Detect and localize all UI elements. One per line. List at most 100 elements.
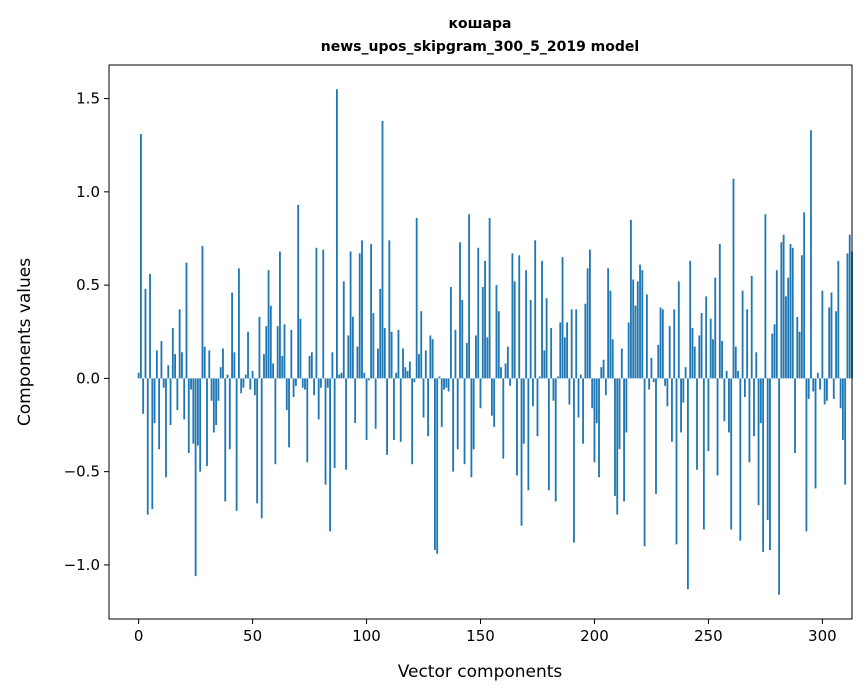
x-tick-label: 200 (580, 627, 609, 645)
bar (176, 378, 179, 411)
bar (461, 300, 464, 379)
bar (171, 328, 174, 379)
bar (527, 378, 530, 491)
chart-subtitle: news_upos_skipgram_300_5_2019 model (321, 39, 639, 55)
bar (288, 378, 290, 448)
bar (520, 378, 523, 526)
bar (263, 354, 265, 379)
bar (497, 311, 500, 379)
bar (566, 322, 569, 379)
bar (249, 378, 252, 390)
bar (481, 286, 484, 379)
y-tick-label: 1.5 (76, 90, 100, 108)
bar (292, 378, 295, 398)
bar (203, 346, 206, 379)
bar (338, 374, 341, 379)
bar (493, 378, 496, 427)
bar (532, 378, 534, 407)
bar (789, 244, 792, 379)
bar (604, 378, 607, 396)
bar (639, 264, 641, 379)
bar (575, 309, 578, 379)
bar (607, 268, 610, 379)
bar (659, 307, 662, 379)
x-tick-label: 0 (134, 627, 144, 645)
bar (787, 277, 790, 379)
bar (315, 247, 318, 379)
bar (167, 365, 170, 379)
bar (798, 331, 801, 379)
bar (502, 378, 505, 459)
bar (534, 240, 537, 379)
bar (452, 378, 455, 472)
bar (484, 260, 486, 379)
bar (716, 378, 719, 476)
bar (402, 348, 404, 379)
bar (623, 378, 625, 502)
bar (762, 378, 765, 552)
bar (516, 378, 518, 476)
bar (306, 378, 309, 463)
bar (650, 357, 653, 379)
bar (208, 350, 211, 379)
bar (559, 322, 562, 379)
bar (151, 378, 154, 509)
bar (137, 372, 140, 379)
bar (379, 288, 382, 379)
bar (602, 359, 605, 379)
bar (823, 378, 826, 405)
bar (445, 378, 448, 388)
bar (477, 247, 480, 379)
bar (349, 251, 352, 379)
bar (242, 378, 245, 388)
bar (828, 307, 831, 379)
y-tick-label: 0.5 (76, 276, 100, 294)
bar (561, 257, 564, 379)
bar (518, 255, 521, 379)
bar (714, 277, 717, 379)
bar (741, 290, 744, 379)
bar (165, 378, 167, 478)
bar (500, 367, 502, 379)
bar (258, 316, 261, 379)
bar (351, 316, 354, 379)
bar (723, 378, 726, 422)
bar (652, 378, 655, 383)
bar (538, 376, 541, 379)
plot-frame (108, 64, 853, 620)
bar (693, 346, 696, 379)
bar (821, 290, 824, 379)
bar (547, 378, 550, 491)
bar (233, 352, 236, 379)
bar (472, 378, 475, 450)
bar (775, 270, 778, 379)
bar (803, 212, 806, 379)
bar (691, 328, 694, 379)
bar (582, 378, 584, 444)
bar (463, 378, 466, 465)
bar (269, 305, 272, 379)
bar (545, 298, 548, 379)
bar (336, 89, 338, 379)
bar (228, 378, 231, 450)
chart-title: кошара (449, 16, 512, 32)
bar (552, 378, 555, 401)
bar (449, 286, 452, 379)
bar (219, 367, 222, 379)
bar (196, 378, 199, 446)
bar (397, 329, 400, 379)
bar (577, 378, 580, 418)
bar (839, 378, 842, 409)
bar (454, 329, 457, 379)
x-tick-label: 300 (808, 627, 837, 645)
bar (696, 378, 698, 470)
bar (222, 348, 224, 379)
bar (322, 249, 325, 379)
bar (529, 300, 532, 379)
bar (830, 292, 833, 379)
bar (386, 378, 388, 455)
bar (281, 355, 284, 379)
bar (568, 378, 571, 405)
bar (479, 378, 482, 409)
bar (757, 378, 760, 506)
